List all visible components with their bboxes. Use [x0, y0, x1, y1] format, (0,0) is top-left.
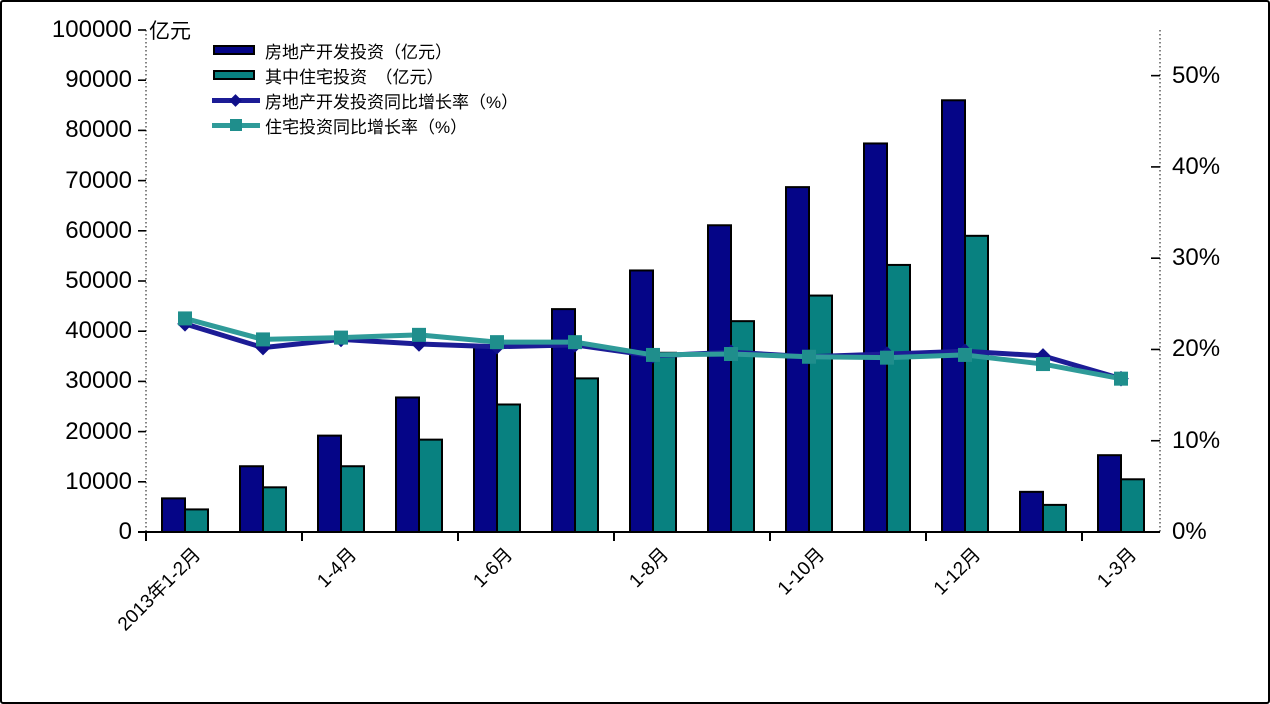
- marker-residential-growth-square-icon: [178, 311, 192, 326]
- legend-square-marker-icon: [230, 119, 242, 131]
- right-axis-tick-label: 0%: [1172, 518, 1207, 545]
- marker-residential-growth-square-icon: [334, 330, 348, 345]
- legend-swatch-residential-bar-icon: [212, 63, 260, 88]
- x-axis-tick-label: 1-8月: [625, 544, 674, 593]
- y-axis-tick-label: 20000: [65, 417, 132, 445]
- y-axis-tick-label: 70000: [65, 166, 132, 194]
- y-axis-tick-label: 0: [118, 518, 132, 545]
- x-axis-tick-label: 1-12月: [929, 544, 986, 600]
- marker-residential-growth-square-icon: [724, 347, 738, 362]
- legend-item-investment-growth-line: 房地产开发投资同比增长率（%）: [212, 88, 518, 113]
- legend-item-residential-bar: 其中住宅投资 （亿元）: [212, 63, 518, 88]
- right-axis-tick-label: 10%: [1172, 426, 1221, 454]
- x-axis-tick-label: 1-4月: [313, 544, 362, 593]
- left-axis-unit-label: 亿元: [149, 20, 191, 43]
- marker-residential-growth-square-icon: [412, 327, 426, 342]
- y-axis-tick-label: 10000: [65, 467, 132, 495]
- marker-residential-growth-square-icon: [802, 349, 816, 364]
- right-axis-tick-label: 40%: [1172, 152, 1221, 180]
- legend-label-residential-bar: 其中住宅投资 （亿元）: [265, 68, 444, 87]
- y-axis-tick-label: 40000: [65, 317, 132, 345]
- marker-residential-growth-square-icon: [1114, 371, 1128, 386]
- right-axis-tick-label: 30%: [1172, 244, 1221, 272]
- y-axis-tick-label: 80000: [65, 116, 132, 144]
- x-axis-tick-label: 2013年1-2月: [114, 544, 206, 636]
- legend-label-investment-growth: 房地产开发投资同比增长率（%）: [265, 93, 519, 112]
- legend-item-residential-growth-line: 住宅投资同比增长率（%）: [212, 113, 518, 138]
- x-axis-tick-label: 1-10月: [773, 544, 830, 600]
- legend-bar-swatch-shape: [213, 70, 255, 80]
- y-axis-tick-label: 50000: [65, 267, 132, 294]
- legend-diamond-marker-icon: [229, 94, 242, 107]
- legend-label-investment-bar: 房地产开发投资（亿元）: [265, 43, 452, 62]
- marker-residential-growth-square-icon: [646, 347, 660, 362]
- marker-residential-growth-square-icon: [958, 347, 972, 362]
- legend-swatch-residential-growth-line-icon: [212, 113, 260, 138]
- marker-residential-growth-square-icon: [880, 350, 894, 365]
- legend-label-residential-growth: 住宅投资同比增长率（%）: [265, 118, 468, 137]
- x-axis-tick-label: 1-6月: [469, 544, 518, 593]
- marker-residential-growth-square-icon: [1036, 357, 1050, 372]
- legend-item-investment-bar: 房地产开发投资（亿元）: [212, 38, 518, 63]
- y-axis-tick-label: 90000: [65, 66, 132, 94]
- legend-swatch-investment-growth-line-icon: [212, 88, 260, 113]
- marker-residential-growth-square-icon: [256, 332, 270, 347]
- right-axis-tick-label: 50%: [1172, 61, 1221, 89]
- right-axis-tick-label: 20%: [1172, 335, 1221, 363]
- y-axis-tick-label: 100000: [51, 16, 132, 43]
- marker-residential-growth-square-icon: [568, 335, 582, 350]
- y-axis-tick-label: 60000: [65, 216, 132, 244]
- y-axis-tick-label: 30000: [65, 367, 132, 395]
- x-axis-tick-label: 1-3月: [1093, 544, 1142, 593]
- legend: 房地产开发投资（亿元） 其中住宅投资 （亿元） 房地产开发投资同比增长率（%） …: [212, 38, 518, 138]
- legend-swatch-investment-bar-icon: [212, 38, 260, 63]
- legend-bar-swatch-shape: [213, 45, 255, 55]
- marker-residential-growth-square-icon: [490, 335, 504, 350]
